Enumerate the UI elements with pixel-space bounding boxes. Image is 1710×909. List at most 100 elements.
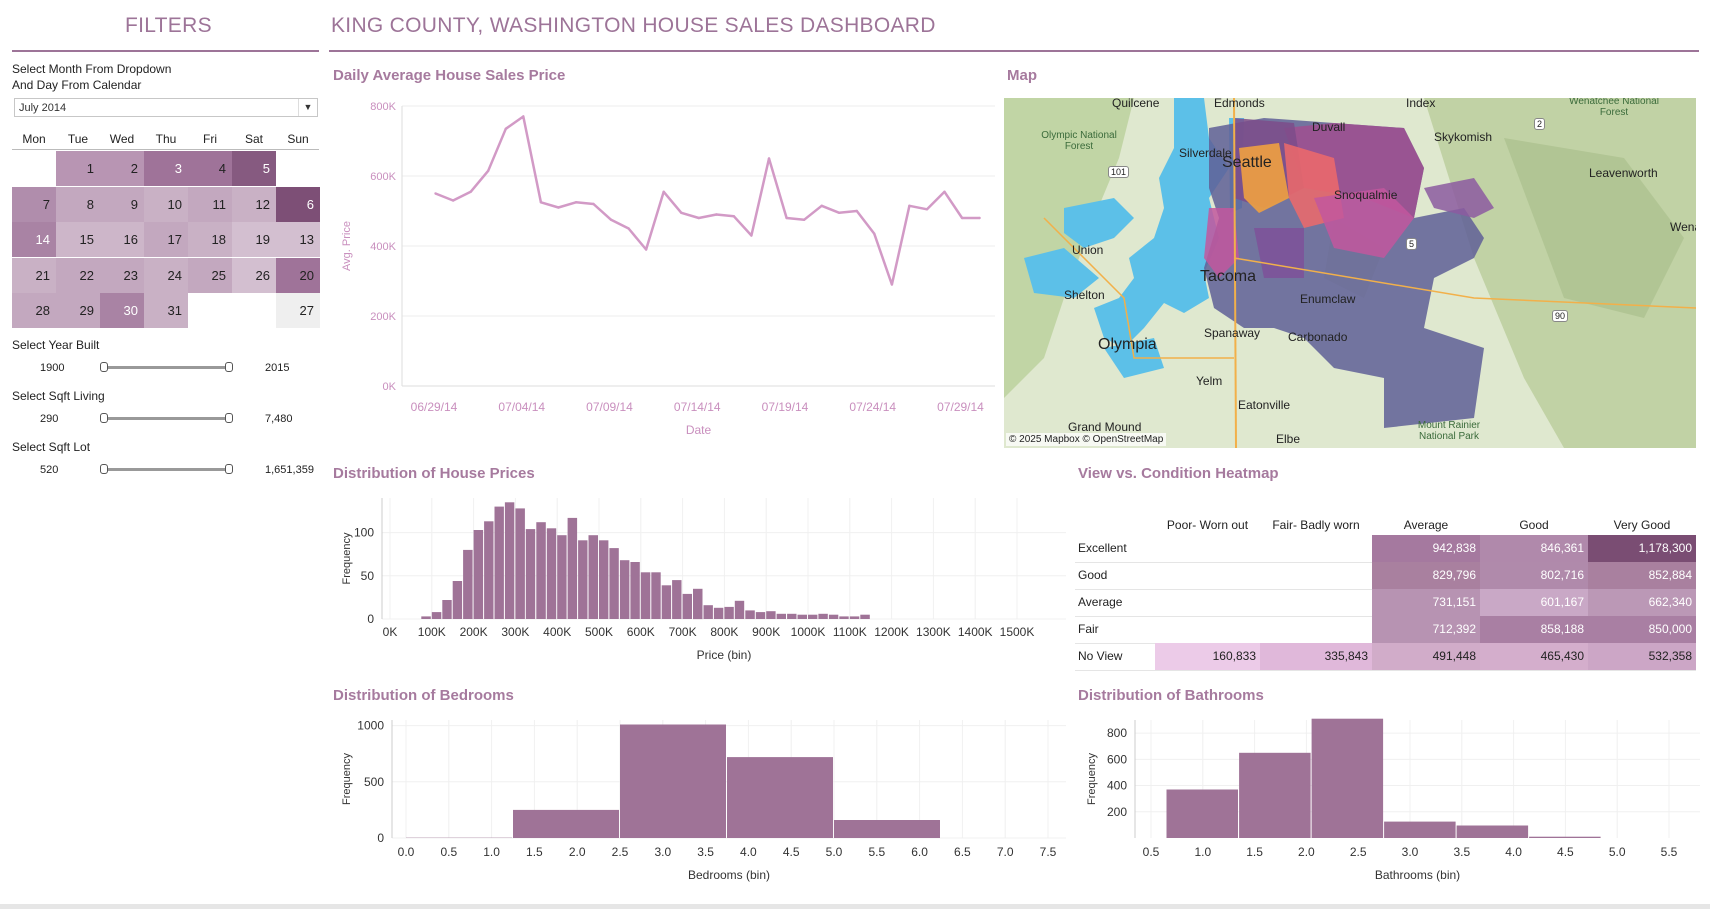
calendar-day-20[interactable]: 20 bbox=[276, 257, 320, 293]
map-place-label: Grand Mound bbox=[1068, 420, 1142, 434]
slider-min-value: 520 bbox=[40, 464, 59, 476]
data-point bbox=[557, 206, 560, 209]
calendar-weekday-sun: Sun bbox=[287, 132, 309, 146]
histogram-bar bbox=[421, 616, 431, 619]
map-attribution[interactable]: © 2025 Mapbox © OpenStreetMap bbox=[1006, 433, 1167, 446]
map-place-label: Olympia bbox=[1098, 336, 1157, 353]
data-point bbox=[644, 248, 648, 251]
calendar-day-29[interactable]: 29 bbox=[56, 293, 100, 328]
map[interactable]: Quilcene Edmonds Index Olympic National For… bbox=[1004, 98, 1696, 448]
slider-track[interactable] bbox=[104, 468, 229, 471]
x-tick-label: 07/04/14 bbox=[498, 400, 545, 414]
calendar-day-31[interactable]: 31 bbox=[144, 293, 188, 328]
x-tick-label: 3.0 bbox=[1402, 845, 1419, 859]
calendar-day-11[interactable]: 11 bbox=[188, 186, 232, 222]
calendar-day-3[interactable]: 3 bbox=[144, 151, 188, 186]
histogram-bar bbox=[578, 540, 588, 619]
y-tick-label: 0 bbox=[377, 831, 384, 845]
x-tick-label: 4.0 bbox=[1505, 845, 1522, 859]
calendar-day-17[interactable]: 17 bbox=[144, 222, 188, 257]
x-tick-label: 07/19/14 bbox=[762, 400, 809, 414]
heatmap-cell: 802,716 bbox=[1480, 562, 1588, 589]
calendar-day-1[interactable]: 1 bbox=[56, 151, 100, 186]
heatmap-cell: 712,392 bbox=[1372, 616, 1480, 643]
calendar-day-4[interactable]: 4 bbox=[188, 151, 232, 186]
calendar-day-24[interactable]: 24 bbox=[144, 257, 188, 293]
calendar-day-28[interactable]: 28 bbox=[12, 293, 56, 328]
calendar-empty-cell bbox=[232, 293, 276, 328]
calendar-day-14[interactable]: 14 bbox=[12, 222, 56, 257]
calendar-day-9[interactable]: 9 bbox=[100, 186, 144, 222]
x-tick-label: 7.0 bbox=[997, 845, 1014, 859]
slider-min-handle[interactable] bbox=[100, 413, 108, 423]
calendar-day-22[interactable]: 22 bbox=[56, 257, 100, 293]
data-point bbox=[943, 190, 946, 193]
calendar-day-23[interactable]: 23 bbox=[100, 257, 144, 293]
calendar-day-18[interactable]: 18 bbox=[188, 222, 232, 257]
heatmap-cell: 601,167 bbox=[1480, 589, 1588, 616]
slider-track[interactable] bbox=[104, 417, 229, 420]
histogram-bar bbox=[557, 535, 567, 619]
calendar-day-12[interactable]: 12 bbox=[232, 186, 276, 222]
calendar-day-26[interactable]: 26 bbox=[232, 257, 276, 293]
map-place-label: Carbonado bbox=[1288, 330, 1348, 344]
slider-min-value: 290 bbox=[40, 413, 59, 425]
x-tick-label: 1500K bbox=[1000, 625, 1035, 639]
x-axis-title: Bathrooms (bin) bbox=[1375, 868, 1460, 882]
chevron-down-icon[interactable]: ▼ bbox=[298, 99, 317, 116]
filters-title: FILTERS bbox=[125, 14, 212, 37]
calendar-day-16[interactable]: 16 bbox=[100, 222, 144, 257]
histogram-bar bbox=[452, 581, 463, 619]
data-point bbox=[732, 215, 736, 218]
slider-max-handle[interactable] bbox=[225, 464, 233, 474]
y-tick-label: 400K bbox=[370, 241, 396, 253]
x-tick-label: 700K bbox=[669, 625, 697, 639]
histogram-bar bbox=[734, 600, 745, 619]
histogram-bar bbox=[755, 612, 766, 619]
y-tick-label: 800K bbox=[370, 101, 396, 113]
calendar-day-21[interactable]: 21 bbox=[12, 257, 56, 293]
calendar-day-7[interactable]: 7 bbox=[12, 186, 56, 222]
slider-track[interactable] bbox=[104, 366, 229, 369]
data-point bbox=[908, 204, 911, 207]
line-chart-title: Daily Average House Sales Price bbox=[333, 67, 566, 84]
heatmap-row-label: Average bbox=[1078, 595, 1123, 609]
slider-min-handle[interactable] bbox=[100, 362, 108, 372]
x-tick-label: 07/09/14 bbox=[586, 400, 633, 414]
heatmap-cell: 491,448 bbox=[1372, 643, 1480, 670]
calendar-day-19[interactable]: 19 bbox=[232, 222, 276, 257]
heatmap-row-label: Excellent bbox=[1078, 541, 1127, 555]
calendar-day-25[interactable]: 25 bbox=[188, 257, 232, 293]
histogram-bar bbox=[672, 580, 682, 619]
calendar-empty-cell bbox=[188, 293, 232, 328]
histogram-bar bbox=[463, 549, 473, 619]
calendar-empty-cell bbox=[12, 151, 56, 186]
month-dropdown[interactable]: July 2014 ▼ bbox=[14, 98, 318, 117]
calendar-day-30[interactable]: 30 bbox=[100, 293, 144, 328]
histogram-bar bbox=[1456, 825, 1529, 838]
data-point bbox=[680, 211, 683, 214]
calendar-day-10[interactable]: 10 bbox=[144, 186, 188, 222]
map-place-label: Wenat bbox=[1670, 220, 1696, 234]
x-tick-label: 06/29/14 bbox=[411, 400, 458, 414]
map-place-label: Silverdale bbox=[1179, 146, 1232, 160]
x-tick-label: 0.5 bbox=[1143, 845, 1160, 859]
calendar-day-8[interactable]: 8 bbox=[56, 186, 100, 222]
dashboard-title: KING COUNTY, WASHINGTON HOUSE SALES DASH… bbox=[331, 14, 936, 37]
histogram-bar bbox=[536, 522, 546, 619]
heatmap-title: View vs. Condition Heatmap bbox=[1078, 465, 1279, 482]
calendar-day-6[interactable]: 6 bbox=[276, 186, 320, 222]
calendar-day-5[interactable]: 5 bbox=[232, 151, 276, 186]
bathrooms-title: Distribution of Bathrooms bbox=[1078, 687, 1264, 704]
slider-max-handle[interactable] bbox=[225, 362, 233, 372]
data-point bbox=[855, 209, 858, 213]
calendar-day-2[interactable]: 2 bbox=[100, 151, 144, 186]
slider-max-handle[interactable] bbox=[225, 413, 233, 423]
calendar-day-13[interactable]: 13 bbox=[276, 222, 320, 257]
x-tick-label: 800K bbox=[710, 625, 738, 639]
data-point bbox=[451, 199, 455, 202]
slider-min-handle[interactable] bbox=[100, 464, 108, 474]
calendar-day-27[interactable]: 27 bbox=[276, 293, 320, 328]
map-place-label: Seattle bbox=[1222, 154, 1272, 171]
calendar-day-15[interactable]: 15 bbox=[56, 222, 100, 257]
